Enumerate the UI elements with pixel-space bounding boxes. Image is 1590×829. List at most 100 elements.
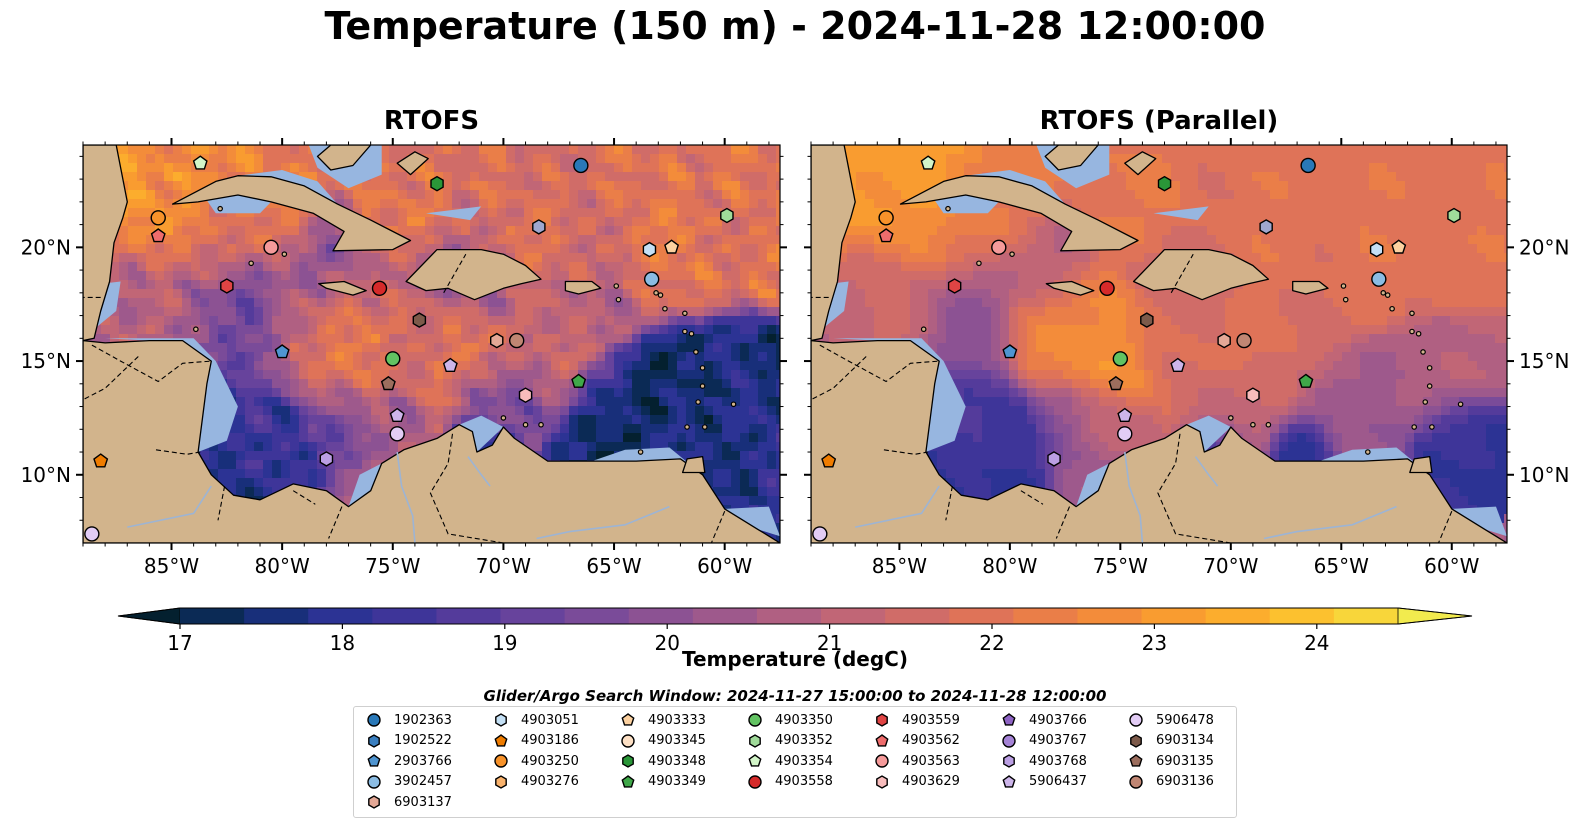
- colorbar-tick-label: 18: [330, 631, 355, 655]
- legend-marker-icon: [622, 754, 634, 768]
- colorbar-segment: [949, 608, 1014, 624]
- legend-item: 4903768: [997, 751, 1087, 771]
- legend-item: 4903354: [743, 751, 833, 771]
- x-tick-label: 65°W: [1314, 554, 1369, 578]
- legend-marker-icon: [1129, 774, 1143, 789]
- legend-label: 4903559: [902, 712, 960, 728]
- float-marker: [532, 219, 546, 235]
- country-border: [1157, 433, 1231, 543]
- float-marker: [518, 387, 533, 404]
- legend-marker-icon: [368, 733, 380, 748]
- float-marker: [1170, 357, 1186, 372]
- island: [976, 260, 982, 267]
- island: [1409, 310, 1415, 317]
- legend-marker: [368, 733, 380, 748]
- float-marker: [664, 239, 680, 254]
- legend-label: 4903562: [902, 733, 960, 748]
- float-markers: [812, 155, 1461, 542]
- axis-ticks: [804, 138, 1514, 550]
- float-marker: [812, 526, 828, 542]
- shelf-area: [426, 206, 482, 221]
- float-marker: [1371, 271, 1387, 287]
- legend-item: 6903137: [362, 792, 452, 812]
- legend-marker-icon: [621, 713, 635, 726]
- island: [1250, 421, 1256, 428]
- float-marker: [508, 332, 525, 349]
- legend-marker: [1003, 754, 1015, 768]
- legend-label: 1902522: [394, 733, 452, 748]
- legend-marker-icon: [748, 754, 762, 767]
- colorbar-tick-label: 19: [492, 631, 517, 655]
- float-marker: [821, 453, 837, 468]
- land-mass: [1044, 145, 1099, 171]
- legend-item: 4903559: [870, 710, 960, 730]
- legend-marker: [495, 774, 507, 789]
- country-border: [883, 449, 929, 455]
- legend-label: 4903345: [648, 733, 706, 748]
- island: [1009, 251, 1015, 257]
- float-marker: [389, 407, 405, 422]
- land-mass: [1045, 280, 1095, 296]
- island: [217, 205, 223, 212]
- float-marker: [1391, 239, 1407, 254]
- country-border: [819, 344, 940, 383]
- island: [1411, 424, 1418, 430]
- island: [637, 449, 644, 455]
- colorbar-segment: [1205, 608, 1271, 624]
- legend-marker-icon: [1002, 733, 1016, 748]
- float-marker: [720, 207, 734, 224]
- float-marker: [319, 451, 334, 467]
- country-border: [217, 485, 226, 521]
- colorbar-segment: [244, 608, 309, 624]
- x-tick-label: 60°W: [697, 554, 752, 578]
- legend: 1902363 1902522 2903766 3902457 4903051 49031…: [353, 706, 1237, 818]
- y-tick-label: 15°N: [21, 349, 71, 373]
- float-marker: [263, 239, 279, 256]
- colorbar-segment: [500, 608, 566, 624]
- float-marker: [150, 210, 166, 226]
- legend-item: 4903352: [743, 731, 833, 751]
- river: [1263, 505, 1397, 540]
- legend-item: 4903349: [616, 772, 706, 792]
- land-mass: [405, 248, 542, 301]
- legend-label: 4903051: [521, 712, 579, 728]
- colorbar-segment: [564, 608, 630, 624]
- land-mass: [681, 455, 706, 474]
- country-border: [429, 433, 504, 543]
- legend-marker-icon: [748, 713, 762, 727]
- island: [699, 365, 706, 371]
- legend-label: 4903186: [521, 733, 579, 748]
- colorbar-segment: [1269, 608, 1335, 624]
- shelf-area: [237, 170, 338, 205]
- island: [662, 305, 668, 312]
- island: [281, 251, 288, 257]
- float-marker: [371, 280, 388, 296]
- legend-marker: [621, 733, 635, 748]
- island: [695, 399, 701, 405]
- float-marker: [947, 278, 962, 294]
- island: [1228, 415, 1234, 421]
- river: [467, 456, 491, 487]
- colorbar-segment: [628, 608, 694, 624]
- float-marker: [490, 332, 504, 349]
- legend-item: 4903250: [489, 751, 579, 771]
- country-border: [155, 449, 201, 455]
- float-marker: [1117, 426, 1133, 442]
- float-marker: [412, 312, 427, 328]
- legend-marker: [875, 754, 889, 768]
- float-marker: [920, 155, 936, 170]
- island: [615, 296, 622, 303]
- float-marker: [1300, 157, 1316, 174]
- island: [730, 401, 737, 408]
- colorbar-extend-high: [1397, 607, 1473, 625]
- figure-title: Temperature (150 m) - 2024-11-28 12:00:0…: [324, 4, 1266, 48]
- legend-item: 5906437: [997, 772, 1087, 792]
- float-marker: [150, 228, 166, 243]
- island: [538, 421, 544, 428]
- legend-marker-icon: [368, 795, 380, 809]
- colorbar-segment: [180, 608, 245, 624]
- island: [693, 349, 699, 355]
- float-marker: [389, 426, 405, 442]
- legend-marker-icon: [748, 774, 762, 789]
- float-marker: [380, 375, 396, 391]
